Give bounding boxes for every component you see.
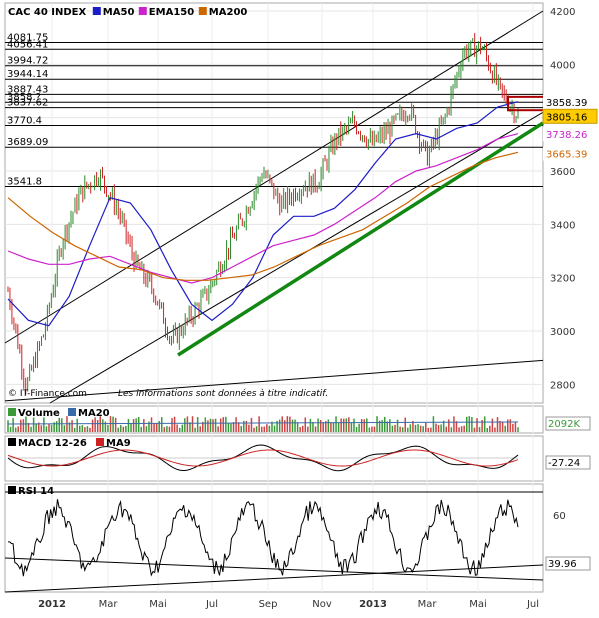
legend-label: MACD 12-26	[18, 438, 87, 449]
legend-swatch	[8, 408, 16, 416]
x-tick-label: Jul	[526, 599, 539, 610]
y-tick-label: 2800	[550, 380, 575, 391]
legend-swatch	[8, 486, 16, 494]
right-value-label: 3665.39	[546, 150, 587, 161]
channel-lower-line	[49, 111, 544, 404]
y-tick-label: 4000	[550, 60, 575, 71]
grid-layer	[5, 3, 543, 592]
y-tick-label: 3200	[550, 274, 575, 285]
macd-line	[7, 444, 519, 472]
indicator-value-label: 39.96	[548, 559, 577, 570]
macd-signal-line	[7, 449, 519, 467]
rsi-support-line	[4, 564, 544, 593]
level-label: 3689.09	[7, 137, 48, 148]
channel-upper-line	[4, 10, 544, 344]
time-axis: 2012 Mar Mai Jul Sep Nov 2013 Mar Mai Jul	[38, 599, 539, 610]
level-label: 3770.4	[7, 116, 42, 127]
level-label: 3858.?	[7, 92, 41, 103]
legend-label: MA20	[78, 408, 110, 419]
rsi-panel	[4, 483, 544, 593]
x-tick-label: 2012	[38, 599, 66, 610]
disclaimer: Les informations sont données à titre in…	[118, 388, 328, 399]
legend-label: Volume	[18, 408, 60, 419]
right-value-labels: 3858.39 3805.16 3738.26 3665.39 2092K -27.24 3…	[542, 95, 598, 571]
right-label-box	[542, 108, 598, 124]
level-label: 4081.75	[7, 33, 48, 44]
indicator-label-box	[545, 455, 591, 470]
right-value-label: 3858.39	[546, 98, 587, 109]
price-axis: 2800300032003400360038004000420060	[550, 7, 575, 522]
legend-swatch	[96, 438, 104, 446]
indicator-value-label: 2092K	[548, 419, 580, 430]
indicator-label-box	[545, 416, 591, 431]
ma-line-ma50	[7, 101, 519, 327]
y-tick-label: 4200	[550, 7, 575, 18]
volume-ma20-line	[7, 421, 519, 425]
legend-swatch	[68, 408, 76, 416]
x-tick-label: Mai	[469, 599, 487, 610]
indicator-value-label: -27.24	[548, 458, 580, 469]
x-tick-label: 2013	[359, 599, 387, 610]
price-panel	[4, 2, 544, 404]
ma-line-ema150	[7, 133, 519, 284]
legend-swatch	[8, 438, 16, 446]
x-tick-label: Mai	[149, 599, 167, 610]
right-value-label: 3805.16	[546, 112, 587, 123]
green-support-line	[177, 121, 544, 357]
legend-swatch	[138, 7, 147, 15]
legends: CAC 40 INDEX MA50 EMA150 MA200 Volume MA20 MAC…	[8, 7, 247, 497]
y-tick-label: 3400	[550, 220, 575, 231]
right-label-box	[543, 95, 597, 110]
panel-title: CAC 40 INDEX	[8, 7, 87, 18]
level-label: 3887.43	[7, 84, 48, 95]
x-tick-label: Mar	[99, 599, 119, 610]
x-tick-label: Mar	[418, 599, 438, 610]
legend-label: MA200	[209, 7, 248, 18]
legend-swatch	[92, 7, 101, 15]
price-candles	[7, 33, 519, 395]
rsi-lines	[4, 491, 544, 593]
legend-label: MA9	[106, 438, 131, 449]
level-label: 3994.72	[7, 56, 48, 67]
volume-bars	[7, 416, 519, 432]
level-label: 3944.14	[7, 69, 48, 80]
y-tick-label: 3000	[550, 327, 575, 338]
y-tick-label: 3600	[550, 167, 575, 178]
indicator-label-box	[545, 556, 591, 571]
right-label-box	[543, 127, 597, 142]
x-tick-label: Sep	[259, 599, 278, 610]
x-tick-label: Jul	[205, 599, 218, 610]
x-tick-label: Nov	[312, 599, 332, 610]
source-credit: © IT-Finance.com	[8, 389, 87, 399]
legend-label: EMA150	[149, 7, 194, 18]
base-trend-line	[4, 359, 544, 402]
ma-line-ma200	[7, 151, 519, 281]
legend-label: MA50	[103, 7, 135, 18]
level-label: 3541.8	[7, 177, 42, 188]
macd-lines	[7, 444, 519, 472]
legend-swatch	[198, 7, 207, 15]
trend-channel	[4, 10, 544, 404]
right-label-box	[543, 146, 597, 161]
legend-label: RSI 14	[18, 486, 54, 497]
level-label: 4056.41	[7, 39, 48, 50]
level-label: 3837.62	[7, 98, 48, 109]
moving-average-lines	[7, 101, 519, 327]
rsi-line	[7, 499, 519, 577]
right-value-label: 3738.26	[546, 130, 587, 141]
rsi-tick-label: 60	[553, 511, 566, 522]
